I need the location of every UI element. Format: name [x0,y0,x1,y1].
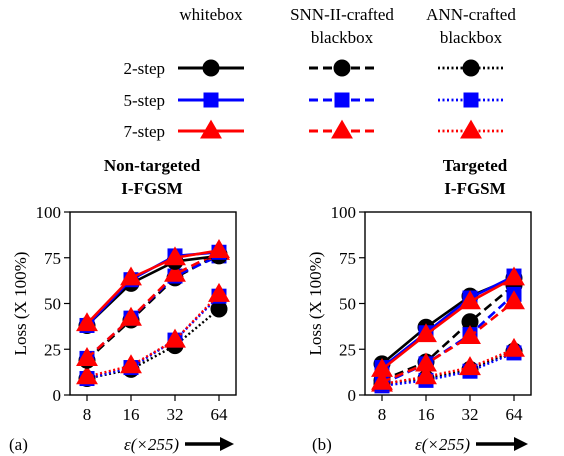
data-point [76,365,98,385]
series-line [86,308,220,380]
y-tick-label: 25 [44,340,61,359]
legend-column-header: blackbox [440,28,503,47]
series-line [86,295,220,380]
series-line [381,284,515,382]
data-point [459,290,481,310]
series-line [381,300,515,384]
data-point [208,282,230,302]
x-tick-label: 16 [418,405,435,424]
plot-frame [364,211,532,396]
data-point [120,306,142,326]
y-tick-label: 0 [53,386,62,405]
data-point [371,357,393,377]
series-line [381,351,515,388]
x-tick-label: 32 [462,405,479,424]
legend-marker [202,59,220,77]
x-tick-label: 64 [506,405,524,424]
y-tick-label: 0 [348,386,357,405]
series-line [381,274,515,369]
chart-title: I-FGSM [121,179,182,198]
y-tick-label: 25 [339,340,356,359]
y-axis-label: Loss (X 100%) [306,252,325,356]
data-point [208,239,230,258]
y-tick-label: 50 [44,295,61,314]
y-tick-label: 100 [331,203,357,222]
series-line [86,249,220,325]
legend-marker [203,92,219,108]
data-point [503,337,525,357]
series-line [86,251,220,360]
data-point [415,323,437,343]
data-point [503,290,525,310]
legend-column-header: SNN-II-crafted [290,5,394,24]
y-tick-label: 100 [36,203,62,222]
y-tick-label: 50 [339,295,356,314]
data-point [415,352,437,372]
legend-column-header: blackbox [311,28,374,47]
x-tick-label: 8 [83,405,92,424]
legend-marker [331,119,353,139]
data-point [371,370,393,390]
data-point [503,266,525,286]
x-tick-label: 64 [211,405,229,424]
x-tick-label: 32 [167,405,184,424]
panel-b: Targeted I-FGSM 0 25 50 75 100 8 16 32 64 Loss (X 1… [306,156,532,454]
x-axis-arrow-head [514,437,528,451]
panel-label: (a) [9,435,28,454]
legend-marker [333,59,351,77]
series-line [381,349,515,386]
x-axis-label: ε(×255) [124,435,179,454]
legend-row-label: 5-step [123,91,165,110]
x-axis-arrow-head [220,437,234,451]
series-line [381,276,515,371]
legend-row-label: 2-step [123,59,165,78]
x-tick-label: 16 [123,405,140,424]
data-point [164,328,186,348]
data-point [76,312,98,332]
series-line [86,293,220,378]
legend-column-header: whitebox [179,5,243,24]
legend-marker [460,119,482,139]
data-point [76,346,98,366]
chart-title: Non-targeted [104,156,201,175]
y-tick-label: 75 [44,249,61,268]
x-tick-label: 8 [378,405,387,424]
legend-marker [463,92,479,108]
y-axis-label: Loss (X 100%) [11,252,30,356]
data-point [415,365,437,385]
legend: whitebox SNN-II-crafted blackbox ANN-crafte… [123,5,516,141]
legend-marker [462,59,480,77]
legend-marker [334,92,350,108]
panel-label: (b) [312,435,332,454]
data-point [164,262,186,282]
series-line [381,293,515,386]
data-point [459,356,481,376]
series-line [381,348,515,386]
chart-title: Targeted [443,156,508,175]
panel-a: Non-targeted I-FGSM 0 25 50 75 100 8 16 32 64 Loss … [9,156,237,454]
data-point [120,354,142,374]
data-point [120,266,142,286]
legend-marker [200,119,222,139]
data-point [164,246,186,266]
legend-row-label: 7-step [123,122,165,141]
x-axis-label: ε(×255) [415,435,470,454]
chart-title: I-FGSM [444,179,505,198]
legend-column-header: ANN-crafted [426,5,516,24]
data-point [459,325,481,344]
y-tick-label: 75 [339,249,356,268]
